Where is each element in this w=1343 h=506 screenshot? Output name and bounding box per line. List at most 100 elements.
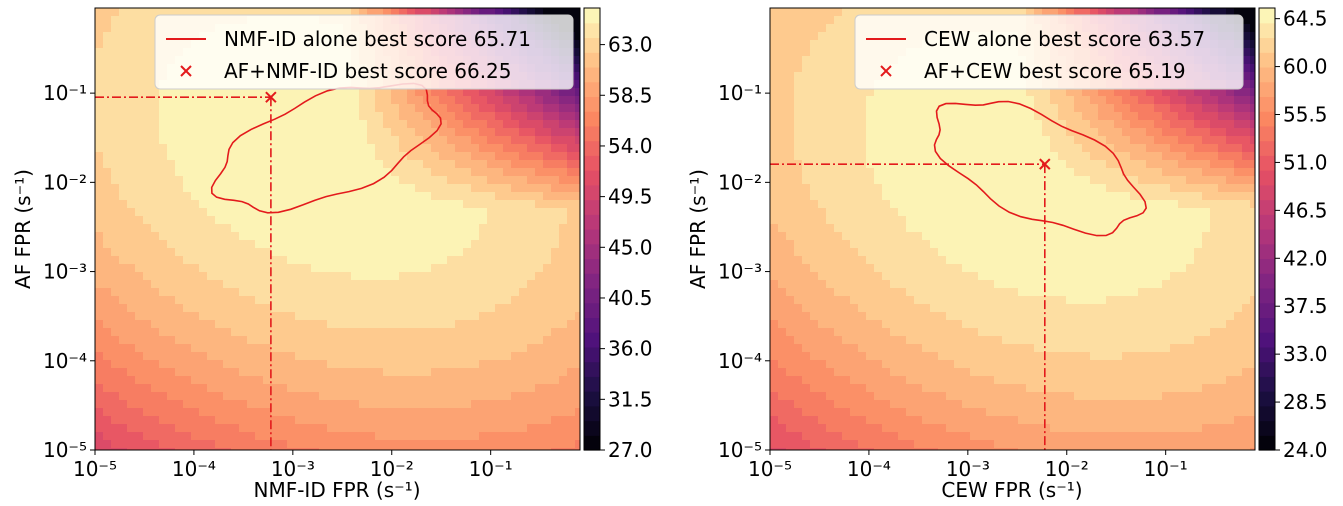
colorbar-band <box>584 52 600 68</box>
right-plot-frame <box>769 7 1256 451</box>
colorbar-band <box>584 376 600 392</box>
colorbar-band <box>584 170 600 186</box>
colorbar-band <box>1259 317 1275 333</box>
colorbar-band <box>1259 96 1275 112</box>
colorbar-band <box>1259 258 1275 274</box>
colorbar-tick-label: 40.5 <box>608 286 653 310</box>
colorbar-band <box>584 420 600 436</box>
x-tick-label: 10⁻³ <box>271 457 315 481</box>
y-tick-label: 10⁻⁴ <box>718 349 762 373</box>
colorbar-tick-label: 55.5 <box>1283 103 1328 127</box>
left-x-ticks: 10⁻⁵ 10⁻⁴ 10⁻³ 10⁻² 10⁻¹ <box>73 450 513 481</box>
colorbar-band <box>1259 229 1275 245</box>
y-tick-label: 10⁻⁵ <box>718 438 762 462</box>
colorbar-tick-label: 49.5 <box>608 185 653 209</box>
colorbar-band <box>584 273 600 289</box>
right-legend: CEW alone best score 63.57 AF+CEW best s… <box>854 14 1244 90</box>
colorbar-band <box>1259 435 1275 451</box>
left-x-axis-label: NMF-ID FPR (s⁻¹) <box>253 478 420 502</box>
colorbar-band <box>1259 273 1275 289</box>
colorbar-tick-label: 46.5 <box>1283 198 1328 222</box>
left-y-axis-label: AF FPR (s⁻¹) <box>11 169 35 289</box>
left-y-ticks: 10⁻⁵ 10⁻⁴ 10⁻³ 10⁻² 10⁻¹ <box>43 81 95 462</box>
left-colorbar: 27.0 31.5 36.0 40.5 45.0 49.5 54.0 58.5 63.0 <box>583 7 653 462</box>
colorbar-tick-label: 54.0 <box>608 134 653 158</box>
colorbar-band <box>584 317 600 333</box>
best-point-marker <box>1039 158 1051 170</box>
left-contour-plot: 10⁻⁵ 10⁻⁴ 10⁻³ 10⁻² 10⁻¹ 10⁻⁵10⁻⁴10⁻³10⁻²10⁻… <box>11 7 653 502</box>
right-x-axis-label: CEW FPR (s⁻¹) <box>941 478 1082 502</box>
colorbar-tick-label: 45.0 <box>608 235 653 259</box>
colorbar-band <box>584 405 600 422</box>
left-plot-marks <box>95 82 442 450</box>
colorbar-band <box>1259 8 1275 24</box>
colorbar-frame <box>583 7 601 451</box>
colorbar-band <box>1259 199 1275 215</box>
colorbar-band <box>584 361 600 377</box>
colorbar-tick-label: 31.5 <box>608 387 653 411</box>
alone-best-contour-line <box>933 100 1148 237</box>
colorbar-band <box>1259 361 1275 377</box>
colorbar-band <box>584 258 600 274</box>
x-tick-label: 10⁻² <box>1045 457 1089 481</box>
x-tick-label: 10⁻⁴ <box>847 457 891 481</box>
x-tick-label: 10⁻¹ <box>1144 457 1188 481</box>
y-tick-label: 10⁻¹ <box>43 81 87 105</box>
colorbar-tick-label: 42.0 <box>1283 246 1328 270</box>
colorbar-band <box>584 125 600 142</box>
colorbar-band <box>1259 420 1275 436</box>
colorbar-band <box>1259 405 1275 422</box>
colorbar-band <box>584 346 600 363</box>
colorbar-band <box>1259 184 1275 201</box>
y-tick-label: 10⁻⁴ <box>43 349 87 373</box>
x-tick-label: 10⁻³ <box>946 457 990 481</box>
colorbar-band <box>584 287 600 304</box>
colorbar-tick-label: 63.0 <box>608 33 653 57</box>
colorbar-band <box>584 332 600 348</box>
y-tick-label: 10⁻² <box>718 170 762 194</box>
colorbar-band <box>584 229 600 245</box>
colorbar-band <box>584 37 600 53</box>
right-contour-plot: 10⁻⁵ 10⁻⁴ 10⁻³ 10⁻² 10⁻¹ 10⁻⁵10⁻⁴10⁻³10⁻²10⁻… <box>686 7 1328 502</box>
right-x-ticks: 10⁻⁵ 10⁻⁴ 10⁻³ 10⁻² 10⁻¹ <box>748 450 1188 481</box>
y-tick-label: 10⁻¹ <box>718 81 762 105</box>
colorbar-band <box>584 8 600 24</box>
right-legend-alone: CEW alone best score 63.57 <box>924 27 1205 51</box>
colorbar-band <box>1259 391 1275 407</box>
colorbar-tick-label: 33.0 <box>1283 342 1328 366</box>
colorbar-frame <box>1258 7 1276 451</box>
colorbar-band <box>584 243 600 260</box>
colorbar-band <box>584 184 600 201</box>
colorbar-band <box>1259 37 1275 53</box>
colorbar-band <box>1259 376 1275 392</box>
right-legend-combined: AF+CEW best score 65.19 <box>924 59 1186 83</box>
colorbar-tick-label: 37.5 <box>1283 294 1328 318</box>
left-legend: NMF-ID alone best score 65.71 AF+NMF-ID … <box>154 14 574 90</box>
colorbar-band <box>584 214 600 230</box>
colorbar-tick-label: 24.0 <box>1283 438 1328 462</box>
colorbar-band <box>1259 170 1275 186</box>
colorbar-band <box>1259 140 1275 156</box>
colorbar-tick-label: 60.0 <box>1283 55 1328 79</box>
colorbar-band <box>584 22 600 39</box>
colorbar-tick-label: 28.5 <box>1283 390 1328 414</box>
best-point-marker <box>265 91 277 103</box>
colorbar-band <box>1259 155 1275 171</box>
colorbar-band <box>1259 302 1275 318</box>
colorbar-band <box>584 199 600 215</box>
colorbar-band <box>584 111 600 127</box>
y-tick-label: 10⁻³ <box>43 260 87 284</box>
colorbar-band <box>1259 243 1275 260</box>
colorbar-band <box>1259 52 1275 68</box>
x-tick-label: 10⁻⁴ <box>172 457 216 481</box>
colorbar-band <box>1259 22 1275 39</box>
colorbar-tick-label: 27.0 <box>608 438 653 462</box>
y-tick-label: 10⁻⁵ <box>43 438 87 462</box>
colorbar-tick-label: 64.5 <box>1283 7 1328 31</box>
alone-best-contour-line <box>210 82 442 214</box>
colorbar-band <box>584 435 600 451</box>
right-y-axis-label: AF FPR (s⁻¹) <box>686 169 710 289</box>
colorbar-band <box>1259 125 1275 142</box>
colorbar-band <box>1259 66 1275 83</box>
